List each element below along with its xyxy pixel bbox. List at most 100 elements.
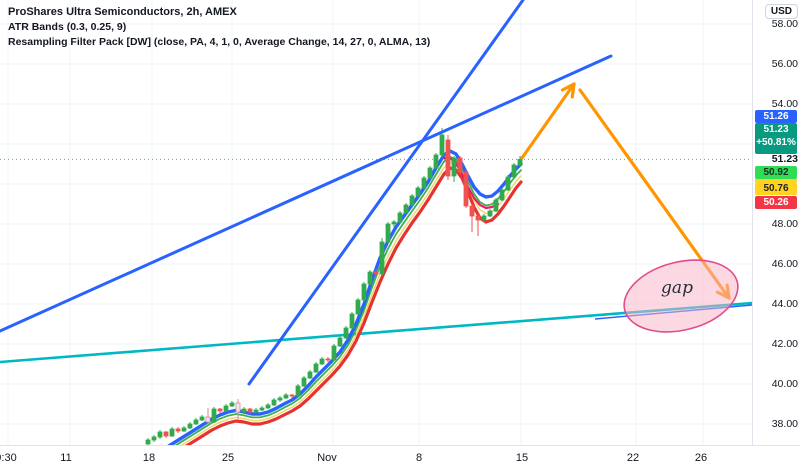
- candle: [493, 199, 499, 212]
- candle: [235, 402, 241, 413]
- candle: [247, 408, 253, 413]
- candle: [433, 154, 439, 169]
- candle: [205, 416, 211, 423]
- candle: [463, 171, 469, 207]
- gridlines: [0, 0, 752, 445]
- candle: [319, 358, 325, 365]
- candle: [157, 431, 163, 438]
- candle: [469, 205, 475, 217]
- change-percent-label: +50.81%: [756, 137, 796, 148]
- arrow-up-drawing[interactable]: [520, 82, 576, 160]
- currency-toggle-button[interactable]: USD: [764, 4, 798, 19]
- price-badge: 51.23 +50.81%: [755, 123, 797, 154]
- candle: [211, 408, 217, 423]
- time-tick-label: Nov: [317, 452, 337, 464]
- price-badge: 50.76: [755, 182, 797, 195]
- price-tick-label: 54.00: [771, 98, 798, 110]
- candle: [367, 271, 373, 285]
- candle: [439, 134, 445, 156]
- indicator-resampling-filter[interactable]: Resampling Filter Pack [DW] (close, PA, …: [8, 36, 431, 48]
- candle: [163, 431, 169, 437]
- candle: [379, 241, 385, 275]
- price-tick-label: 38.00: [771, 418, 798, 430]
- gap-ellipse[interactable]: [616, 249, 745, 343]
- candle: [313, 363, 319, 373]
- time-tick-label: 22: [626, 452, 640, 464]
- candle: [193, 419, 199, 425]
- candle: [355, 299, 361, 315]
- symbol-title[interactable]: ProShares Ultra Semiconductors, 2h, AMEX: [8, 6, 237, 18]
- time-tick-label: 25: [221, 452, 235, 464]
- candle: [349, 313, 355, 329]
- time-tick-label: 11: [60, 452, 72, 464]
- last-price-axis-label: 51.23: [771, 153, 798, 165]
- time-tick-label: 18: [142, 452, 156, 464]
- price-tick-label: 48.00: [771, 218, 798, 230]
- candle: [289, 394, 295, 397]
- candle: [229, 402, 235, 407]
- candle: [337, 337, 343, 347]
- time-tick-label: 26: [694, 452, 708, 464]
- candle: [481, 215, 487, 221]
- candle: [385, 223, 391, 243]
- price-tick-label: 46.00: [771, 258, 798, 270]
- candle: [403, 204, 409, 214]
- candle: [151, 436, 157, 441]
- candle: [175, 428, 181, 432]
- chart-canvas[interactable]: gap: [0, 0, 752, 445]
- trendline-steep-support[interactable]: [247, 0, 525, 386]
- price-badge: 50.92: [755, 166, 797, 179]
- candle: [451, 157, 457, 177]
- candle: [301, 377, 307, 387]
- candle: [427, 167, 433, 179]
- candle: [307, 371, 313, 379]
- price-tick-label: 42.00: [771, 338, 798, 350]
- time-tick-label: 8: [415, 452, 423, 464]
- candle: [397, 212, 403, 223]
- candle: [223, 405, 229, 412]
- candle: [217, 408, 223, 412]
- candle: [259, 407, 265, 411]
- time-tick-label: 15: [515, 452, 529, 464]
- gap-label: gap: [661, 278, 693, 298]
- candle: [487, 210, 493, 217]
- candle: [265, 404, 271, 409]
- candlesticks: [145, 128, 523, 445]
- candle: [199, 416, 205, 421]
- candle: [277, 397, 283, 401]
- candle: [331, 345, 337, 361]
- candle: [181, 427, 187, 432]
- price-badge: 51.26: [755, 110, 797, 123]
- candle: [295, 385, 301, 397]
- candle: [343, 327, 349, 339]
- candle: [421, 177, 427, 189]
- price-tick-label: 58.00: [771, 18, 798, 30]
- trendline-channel-upper[interactable]: [0, 54, 613, 333]
- candle: [253, 409, 259, 413]
- candle: [517, 158, 523, 166]
- price-badge: 50.26: [755, 196, 797, 209]
- candle: [475, 215, 481, 221]
- candle: [445, 139, 451, 177]
- candle: [325, 358, 331, 361]
- candle: [187, 423, 193, 429]
- time-axis[interactable]: 9:30 11 18 25 Nov 8 15 22 26: [0, 445, 800, 472]
- time-tick-label: 9:30: [0, 452, 17, 464]
- price-tick-label: 40.00: [771, 378, 798, 390]
- candle: [271, 399, 277, 406]
- candle: [415, 187, 421, 197]
- gap-ellipse-drawing[interactable]: [616, 249, 745, 343]
- candle: [283, 394, 289, 399]
- candle: [241, 408, 247, 413]
- hidden-badge-sliver: [755, 179, 797, 182]
- indicator-atr-bands[interactable]: ATR Bands (0.3, 0.25, 9): [8, 21, 127, 33]
- candle: [409, 195, 415, 206]
- price-tick-label: 44.00: [771, 298, 798, 310]
- ribbon-red-line: [184, 166, 523, 445]
- legend: ProShares Ultra Semiconductors, 2h, AMEX…: [8, 5, 430, 49]
- price-tick-label: 56.00: [771, 58, 798, 70]
- candle: [169, 428, 175, 437]
- price-axis[interactable]: USD 58.00 56.00 54.00 48.00 46.00 44.00 42.00 4…: [752, 0, 800, 445]
- candle: [361, 283, 367, 301]
